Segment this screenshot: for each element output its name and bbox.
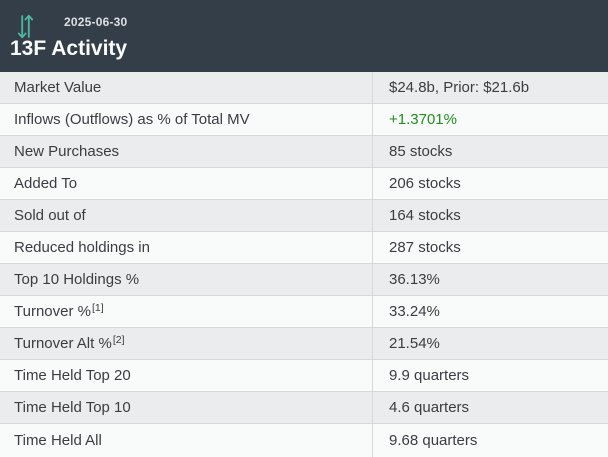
table-row-inflows-outflows: Inflows (Outflows) as % of Total MV +1.3… (0, 104, 608, 136)
row-value: 164 stocks (389, 207, 461, 224)
row-label-text: Time Held All (14, 432, 102, 449)
table-row-turnover-alt-pct: Turnover Alt % [2] 21.54% (0, 328, 608, 360)
row-label-text: Added To (14, 175, 78, 192)
row-label: Reduced holdings in (0, 232, 373, 263)
row-label: Turnover % [1] (0, 296, 373, 327)
row-label-text: Top 10 Holdings % (14, 271, 140, 288)
swap-vertical-icon (18, 14, 33, 39)
row-label: Top 10 Holdings % (0, 264, 373, 295)
row-value: +1.3701% (389, 111, 457, 128)
row-value: 36.13% (389, 271, 440, 288)
row-label: Market Value (0, 72, 373, 103)
row-value: 287 stocks (389, 239, 461, 256)
row-label-text: Time Held Top 20 (14, 367, 131, 384)
row-label-text: Time Held Top 10 (14, 399, 131, 416)
row-label: New Purchases (0, 136, 373, 167)
panel-header: 2025-06-30 13F Activity (0, 0, 608, 72)
row-value: $24.8b, Prior: $21.6b (389, 79, 530, 96)
row-value: 85 stocks (389, 143, 453, 160)
row-value: 9.68 quarters (389, 432, 478, 449)
row-label: Time Held Top 10 (0, 392, 373, 423)
row-label: Time Held All (0, 424, 373, 457)
row-label-text: Reduced holdings in (14, 239, 150, 256)
row-value: 9.9 quarters (389, 367, 470, 384)
table-row-time-held-all: Time Held All 9.68 quarters (0, 424, 608, 457)
table-row-market-value: Market Value $24.8b, Prior: $21.6b (0, 72, 608, 104)
table-row-time-held-top20: Time Held Top 20 9.9 quarters (0, 360, 608, 392)
activity-table: Market Value $24.8b, Prior: $21.6b Inflo… (0, 72, 608, 457)
row-label: Inflows (Outflows) as % of Total MV (0, 104, 373, 135)
row-label-text: Turnover % (14, 303, 91, 320)
table-row-turnover-pct: Turnover % [1] 33.24% (0, 296, 608, 328)
table-row-new-purchases: New Purchases 85 stocks (0, 136, 608, 168)
table-row-added-to: Added To 206 stocks (0, 168, 608, 200)
row-label-text: Market Value (14, 79, 102, 96)
table-row-time-held-top10: Time Held Top 10 4.6 quarters (0, 392, 608, 424)
row-value: 206 stocks (389, 175, 461, 192)
table-row-top10-holdings-pct: Top 10 Holdings % 36.13% (0, 264, 608, 296)
row-value: 4.6 quarters (389, 399, 470, 416)
report-date: 2025-06-30 (64, 15, 128, 29)
row-label-text: Turnover Alt % (14, 335, 112, 352)
row-label: Added To (0, 168, 373, 199)
page-title: 13F Activity (10, 37, 128, 60)
row-label: Turnover Alt % [2] (0, 328, 373, 359)
row-value: 33.24% (389, 303, 440, 320)
table-row-reduced-holdings: Reduced holdings in 287 stocks (0, 232, 608, 264)
row-label-text: New Purchases (14, 143, 120, 160)
row-label-text: Inflows (Outflows) as % of Total MV (14, 111, 250, 128)
table-row-sold-out-of: Sold out of 164 stocks (0, 200, 608, 232)
row-label-text: Sold out of (14, 207, 86, 224)
row-value: 21.54% (389, 335, 440, 352)
row-label: Time Held Top 20 (0, 360, 373, 391)
row-label: Sold out of (0, 200, 373, 231)
